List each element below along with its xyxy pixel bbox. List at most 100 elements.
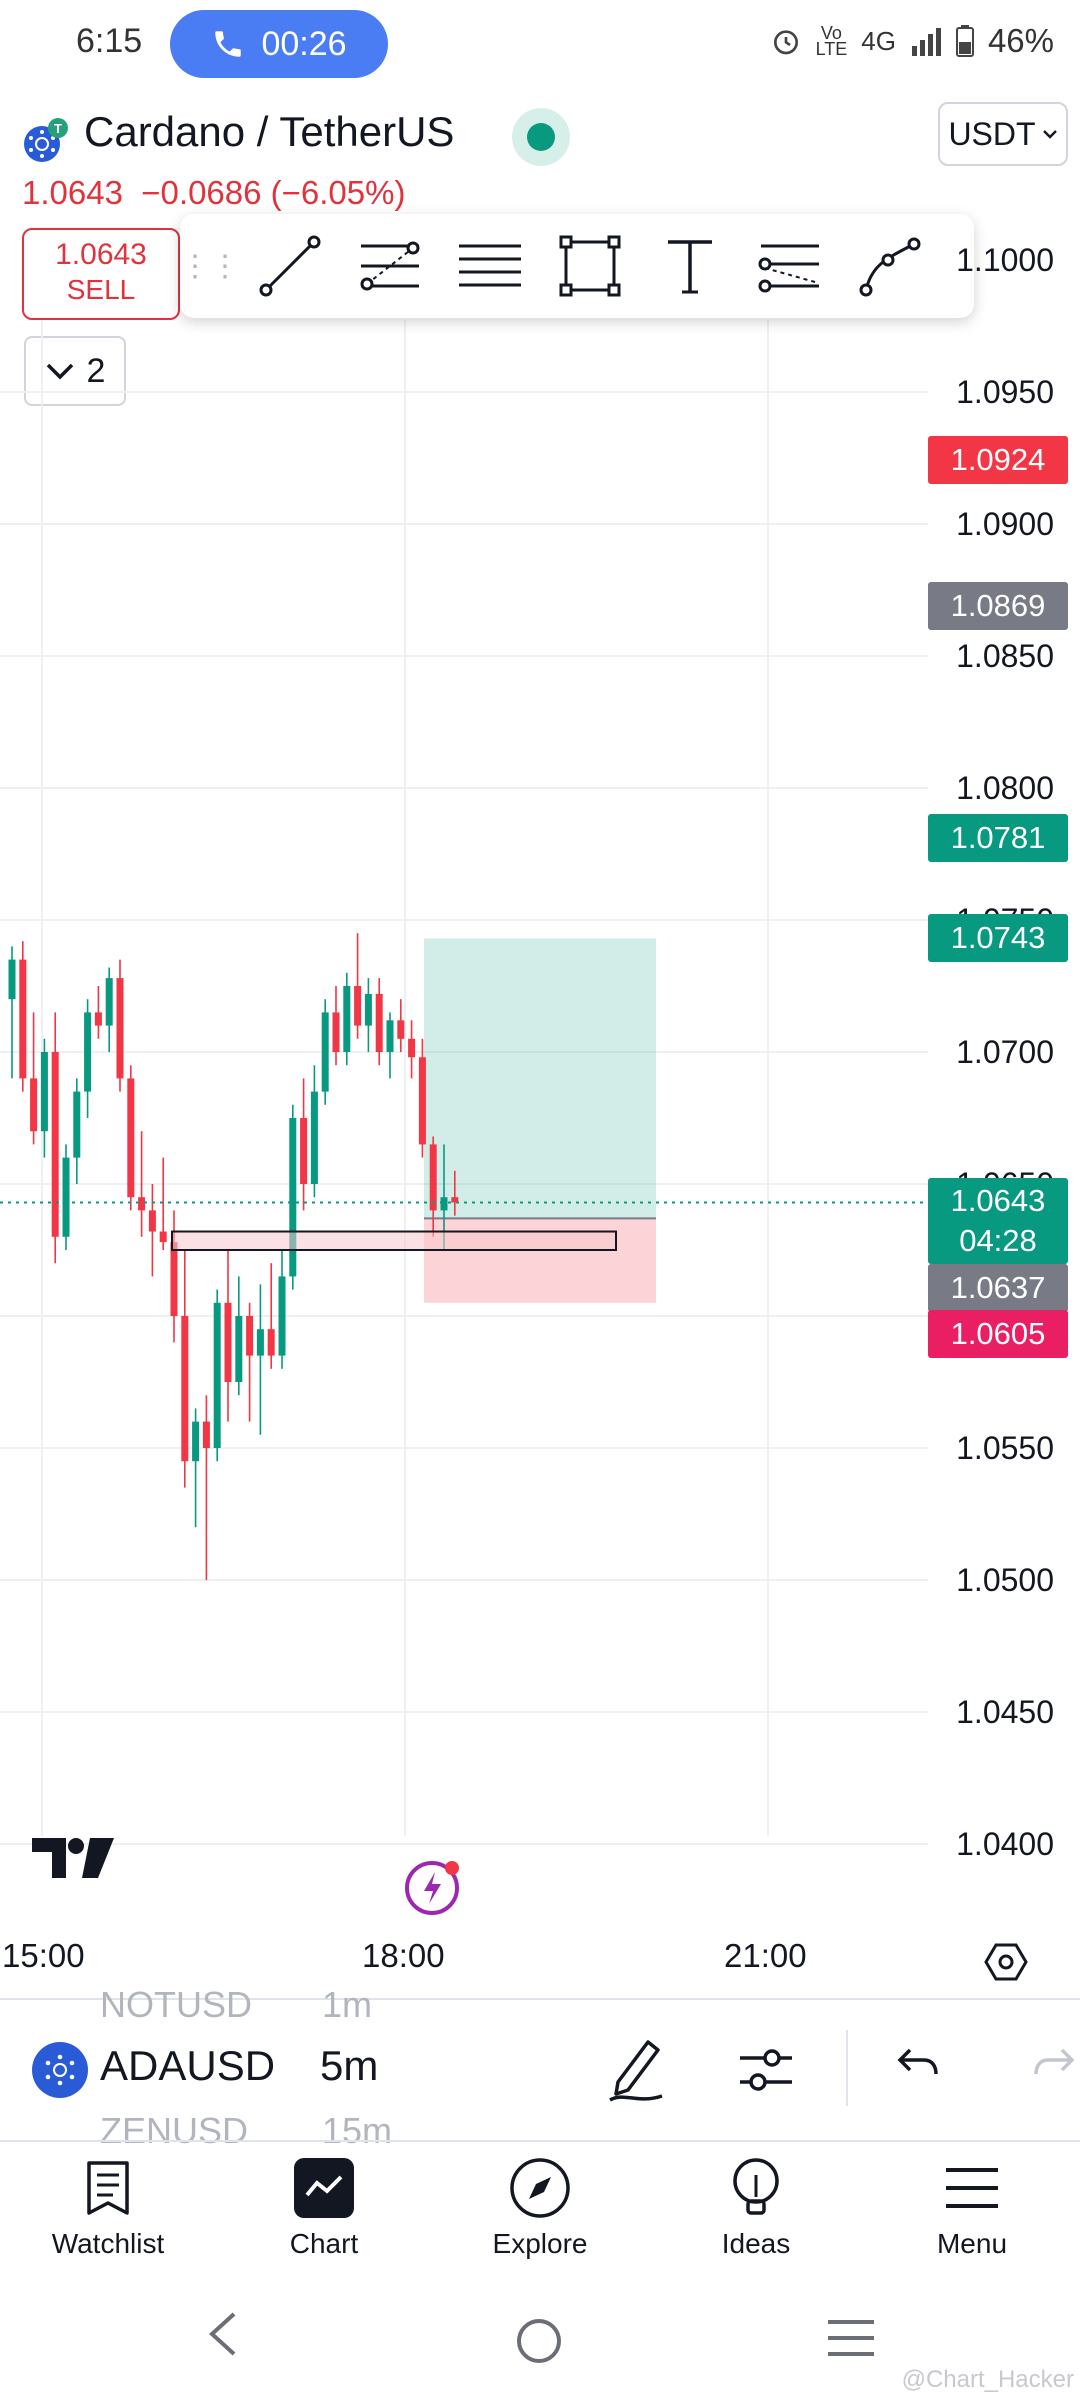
interval-selector[interactable]: 5m bbox=[320, 2042, 379, 2089]
nav-ideas[interactable]: Ideas bbox=[666, 2156, 846, 2260]
candle-countdown: 04:28 bbox=[959, 1223, 1037, 1258]
trend-line-icon bbox=[259, 235, 321, 297]
candle-body bbox=[397, 1020, 405, 1039]
currency-selector[interactable]: USDT bbox=[938, 102, 1068, 166]
nav-label: Ideas bbox=[721, 2228, 791, 2259]
candle-body bbox=[127, 1078, 135, 1198]
system-back-button[interactable] bbox=[200, 2310, 240, 2363]
candle-body bbox=[148, 1210, 156, 1232]
price-line: 1.0643 −0.0686 (−6.05%) bbox=[22, 174, 405, 212]
price-change: −0.0686 (−6.05%) bbox=[141, 174, 406, 211]
symbol-title[interactable]: Cardano / TetherUS bbox=[84, 108, 455, 155]
home-icon bbox=[517, 2319, 561, 2363]
candle-body bbox=[138, 1197, 146, 1211]
call-indicator[interactable]: 00:26 bbox=[170, 10, 388, 78]
chart-settings-icon[interactable] bbox=[984, 1940, 1028, 1989]
symbol-picker-option[interactable]: NOTUSD bbox=[100, 1984, 252, 2025]
candle-body bbox=[354, 986, 362, 1026]
price-axis-label: 1.0850 bbox=[956, 638, 1054, 674]
price-chart[interactable] bbox=[0, 320, 1080, 1916]
sell-button[interactable]: 1.0643 SELL bbox=[22, 228, 180, 320]
chevron-down-icon bbox=[46, 363, 73, 380]
pen-icon bbox=[609, 2040, 663, 2102]
time-label-1800: 18:00 bbox=[362, 1937, 445, 1974]
candle-body bbox=[310, 1091, 318, 1184]
price-axis-label: 1.0400 bbox=[956, 1826, 1054, 1862]
lightning-alert-icon[interactable] bbox=[404, 1858, 462, 1916]
phone-icon bbox=[215, 31, 242, 57]
candle-body bbox=[364, 993, 372, 1026]
rectangle-icon bbox=[559, 235, 621, 297]
brush-curve-tool[interactable] bbox=[840, 214, 940, 318]
cardano-logo-icon: T bbox=[22, 118, 68, 164]
fib-retracement-tool[interactable] bbox=[340, 214, 440, 318]
status-icons: Vo LTE 4G 46% bbox=[770, 22, 1054, 60]
market-open-indicator[interactable] bbox=[512, 108, 570, 166]
compass-icon bbox=[508, 2156, 572, 2220]
nav-menu[interactable]: Menu bbox=[882, 2156, 1062, 2260]
nav-chart[interactable]: Chart bbox=[234, 2156, 414, 2260]
candle-body bbox=[202, 1421, 210, 1448]
symbol-selector[interactable]: ADAUSD bbox=[100, 2042, 276, 2089]
collapsed-count: 2 bbox=[86, 351, 106, 390]
candle-body bbox=[19, 959, 27, 1079]
nav-explore[interactable]: Explore bbox=[450, 2156, 630, 2260]
price-axis-label: 1.0500 bbox=[956, 1562, 1054, 1598]
indicators-button[interactable] bbox=[736, 2040, 796, 2105]
time-label-1500: 15:00 bbox=[2, 1937, 85, 1974]
chevron-down-icon bbox=[1042, 130, 1057, 139]
candle-body bbox=[343, 986, 351, 1052]
system-home-button[interactable] bbox=[514, 2316, 564, 2371]
price-axis-label: 1.0450 bbox=[956, 1694, 1054, 1730]
symbol-picker-option[interactable]: ZENUSD bbox=[100, 2110, 249, 2151]
price-axis-label: 1.0900 bbox=[956, 506, 1054, 542]
candle-body bbox=[181, 1316, 189, 1462]
candle-body bbox=[375, 993, 383, 1052]
price-axis-label: 1.0800 bbox=[956, 770, 1054, 806]
nav-label: Chart bbox=[289, 2228, 359, 2259]
signal-icon bbox=[911, 28, 941, 56]
undo-button[interactable] bbox=[896, 2044, 940, 2089]
sliders-icon bbox=[740, 2049, 792, 2091]
long-position-tool[interactable] bbox=[740, 214, 840, 318]
chart-grid bbox=[0, 320, 928, 1845]
candle-body bbox=[300, 1118, 308, 1184]
text-tool[interactable] bbox=[640, 214, 740, 318]
candle-body bbox=[386, 1020, 394, 1052]
candle-body bbox=[235, 1316, 243, 1382]
system-recents-button[interactable] bbox=[826, 2318, 876, 2363]
recents-icon bbox=[828, 2320, 874, 2356]
cardano-icon bbox=[32, 2042, 88, 2098]
price-axis-label: 1.1000 bbox=[956, 242, 1054, 278]
current-price: 1.0643 bbox=[950, 1183, 1046, 1218]
candle-body bbox=[105, 978, 113, 1026]
candle-body bbox=[40, 1052, 48, 1132]
divider bbox=[0, 2140, 1080, 2142]
battery-percent: 46% bbox=[987, 22, 1054, 59]
price-axis-label: 1.0950 bbox=[956, 374, 1054, 410]
sell-price: 1.0643 bbox=[55, 238, 147, 271]
price-tag-high: 1.0924 bbox=[928, 436, 1068, 484]
candle-body bbox=[192, 1421, 200, 1462]
redo-button[interactable] bbox=[1032, 2044, 1076, 2089]
trend-line-tool[interactable] bbox=[240, 214, 340, 318]
tradingview-logo[interactable] bbox=[30, 1836, 116, 1885]
drag-handle-icon[interactable]: ⋮⋮ bbox=[180, 249, 240, 283]
candle-body bbox=[30, 1078, 38, 1132]
interval-picker-option[interactable]: 1m bbox=[322, 1984, 373, 2025]
menu-icon bbox=[940, 2156, 1004, 2220]
rectangle-tool[interactable] bbox=[540, 214, 640, 318]
divider bbox=[0, 1998, 1080, 2000]
candle-body bbox=[170, 1242, 178, 1316]
price-tag-target2: 1.0781 bbox=[928, 814, 1068, 862]
demand-zone-rectangle bbox=[171, 1230, 617, 1252]
nav-watchlist[interactable]: Watchlist bbox=[18, 2156, 198, 2260]
drawing-toolbar[interactable]: ⋮⋮ bbox=[180, 214, 974, 318]
drawing-tools-button[interactable] bbox=[604, 2034, 668, 2109]
interval-picker-option[interactable]: 15m bbox=[322, 2110, 393, 2151]
price-axis-label: 1.0550 bbox=[956, 1430, 1054, 1466]
candle-body bbox=[256, 1329, 264, 1356]
candle-body bbox=[224, 1302, 232, 1382]
candle-body bbox=[408, 1038, 416, 1058]
parallel-channel-tool[interactable] bbox=[440, 214, 540, 318]
